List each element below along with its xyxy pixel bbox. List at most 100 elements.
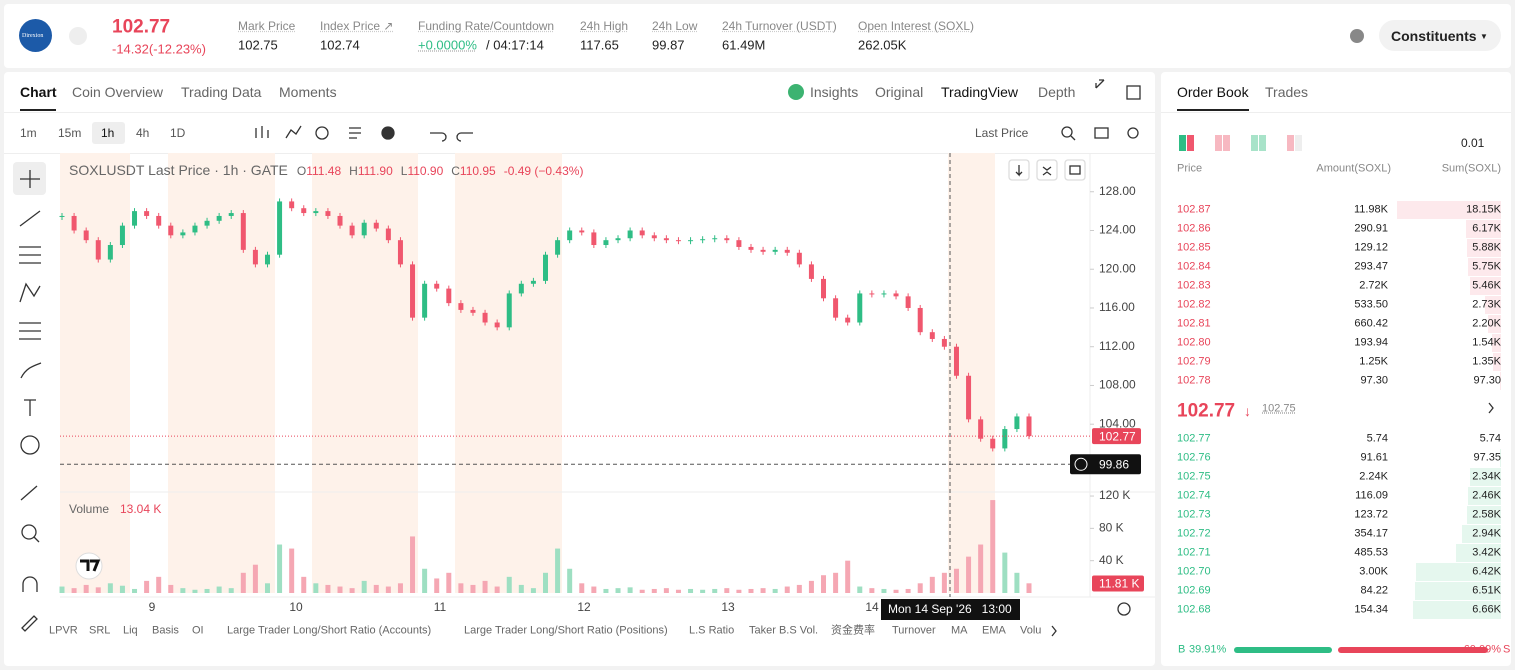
- price[interactable]: 102.69: [1177, 584, 1211, 597]
- price[interactable]: 102.73: [1177, 508, 1211, 521]
- volume-bar: [591, 586, 597, 593]
- interval[interactable]: 1m: [20, 126, 37, 140]
- indicator[interactable]: 资金费率: [831, 624, 875, 637]
- tv-logo: [80, 559, 101, 572]
- stat-value: 102.74: [320, 37, 360, 53]
- volume-bar: [603, 588, 609, 593]
- price[interactable]: 102.68: [1177, 603, 1211, 616]
- indicator[interactable]: Turnover: [892, 624, 936, 637]
- column-header: Amount(SOXL): [1316, 162, 1391, 175]
- candle-body: [845, 317, 851, 323]
- depth-bar: [1488, 315, 1501, 333]
- candle-body: [361, 222, 367, 236]
- candle-body: [917, 307, 923, 333]
- volume-bar: [736, 589, 742, 593]
- book-tab[interactable]: Trades: [1265, 84, 1309, 100]
- candle-body: [869, 293, 875, 295]
- indicator[interactable]: OI: [192, 624, 204, 637]
- price[interactable]: 102.86: [1177, 222, 1211, 235]
- indicator[interactable]: SRL: [89, 624, 111, 637]
- indicator[interactable]: LPVR: [49, 624, 78, 637]
- amount: 3.00K: [1359, 565, 1388, 578]
- price[interactable]: 102.77: [1177, 432, 1211, 445]
- indicator[interactable]: Large Trader Long/Short Ratio (Accounts): [227, 624, 432, 637]
- price-source[interactable]: Last Price: [975, 126, 1029, 140]
- volume-bar: [555, 548, 561, 593]
- view-tab[interactable]: TradingView: [941, 84, 1019, 100]
- price[interactable]: 102.78: [1177, 374, 1211, 387]
- volume-bar: [941, 572, 947, 593]
- candle-body: [119, 225, 125, 246]
- amount: 1.25K: [1359, 355, 1388, 368]
- view-tab[interactable]: Original: [875, 84, 924, 100]
- volume-bar: [724, 588, 730, 593]
- indicator[interactable]: Liq: [123, 624, 138, 637]
- session-band: [60, 153, 130, 593]
- candle-body: [760, 249, 766, 252]
- sum: 2.34K: [1472, 470, 1501, 483]
- chart-tab[interactable]: Coin Overview: [72, 84, 164, 100]
- amount: 154.34: [1354, 603, 1388, 616]
- price[interactable]: 102.75: [1177, 470, 1211, 483]
- price[interactable]: 102.70: [1177, 565, 1211, 578]
- ohlc-value: 110.90: [407, 164, 444, 178]
- precision[interactable]: 0.01: [1461, 136, 1485, 150]
- price[interactable]: 102.84: [1177, 260, 1211, 273]
- price[interactable]: 102.71: [1177, 546, 1211, 559]
- column-header: Sum(SOXL): [1441, 162, 1501, 175]
- view-tab[interactable]: Depth: [1038, 84, 1076, 100]
- price[interactable]: 102.74: [1177, 489, 1211, 502]
- price[interactable]: 102.80: [1177, 336, 1211, 349]
- indicator[interactable]: Taker B.S Vol.: [749, 624, 819, 637]
- interval[interactable]: 1h: [101, 126, 115, 140]
- sum: 2.46K: [1472, 489, 1501, 502]
- price[interactable]: 102.81: [1177, 317, 1211, 330]
- chart-tab[interactable]: Trading Data: [181, 84, 262, 100]
- volume-bar: [857, 586, 863, 593]
- candle-body: [627, 230, 633, 239]
- candle-body: [530, 280, 536, 284]
- caret[interactable]: ▼: [1480, 32, 1488, 41]
- price[interactable]: 102.76: [1177, 451, 1211, 464]
- interval[interactable]: 15m: [58, 126, 82, 140]
- indicator[interactable]: MA: [951, 624, 968, 637]
- indicator[interactable]: Large Trader Long/Short Ratio (Positions…: [464, 624, 668, 637]
- candle-body: [337, 215, 343, 226]
- candle-body: [724, 238, 730, 241]
- price[interactable]: 102.79: [1177, 355, 1211, 368]
- book-layout-icons: [1179, 135, 1302, 151]
- chart-tab[interactable]: Chart: [20, 84, 57, 100]
- volume-bar: [772, 588, 778, 593]
- chart-tab[interactable]: Moments: [279, 84, 337, 100]
- candle-body: [675, 240, 681, 242]
- divider: [1161, 112, 1511, 113]
- constituents-button[interactable]: [1379, 20, 1501, 51]
- amount: 129.12: [1354, 241, 1388, 254]
- constituents-label[interactable]: Constituents: [1391, 28, 1477, 44]
- candle-body: [156, 215, 162, 226]
- candle-body: [204, 220, 210, 226]
- volume-bar: [289, 548, 295, 593]
- interval[interactable]: 4h: [136, 126, 150, 140]
- time-tag: [881, 599, 1020, 620]
- depth-bar: [1465, 220, 1501, 238]
- indicator[interactable]: Basis: [152, 624, 179, 637]
- view-tab[interactable]: Insights: [810, 84, 859, 100]
- favorite[interactable]: [69, 27, 87, 45]
- price[interactable]: 102.85: [1177, 241, 1211, 254]
- book-tab[interactable]: Order Book: [1177, 84, 1249, 100]
- volume-bar: [543, 572, 548, 593]
- candle-body: [446, 288, 452, 304]
- stat-value: 61.49M: [722, 37, 766, 53]
- logo: [19, 19, 52, 52]
- volume-bar: [192, 589, 198, 593]
- interval[interactable]: 1D: [170, 126, 186, 140]
- price[interactable]: 102.87: [1177, 203, 1211, 216]
- price[interactable]: 102.83: [1177, 279, 1211, 292]
- volume-bar: [228, 588, 234, 593]
- price[interactable]: 102.82: [1177, 298, 1211, 311]
- indicator[interactable]: Volu: [1020, 624, 1042, 637]
- indicator[interactable]: EMA: [982, 624, 1006, 637]
- indicator[interactable]: L.S Ratio: [689, 624, 735, 637]
- price[interactable]: 102.72: [1177, 527, 1211, 540]
